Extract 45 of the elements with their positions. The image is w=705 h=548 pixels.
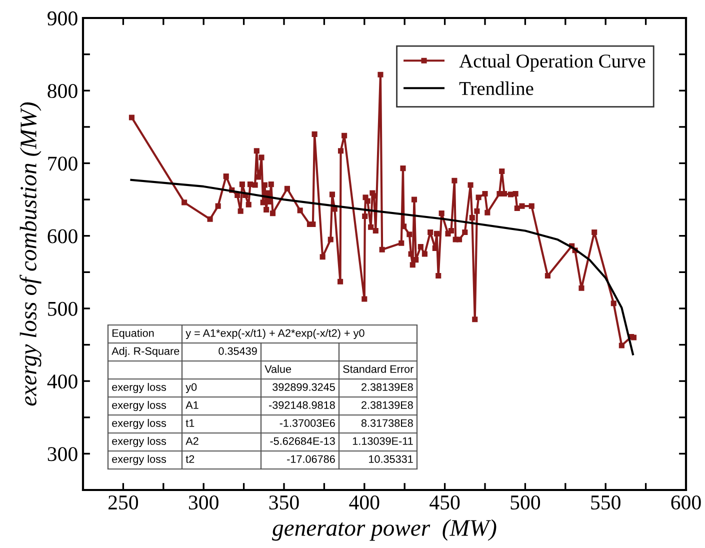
y-tick-label: 800 xyxy=(48,84,78,98)
annotation: y0 xyxy=(186,383,197,394)
annotation: A2 xyxy=(186,437,198,445)
annotation: 2.38139E8 xyxy=(362,401,413,409)
annotation: -392148.9818 xyxy=(269,401,335,409)
annotation: exergy loss xyxy=(112,418,166,430)
annotation: exergy loss xyxy=(112,436,166,448)
y-tick-label: 900 xyxy=(48,11,78,26)
annotation: t2 xyxy=(186,455,194,463)
x-tick-label: 400 xyxy=(349,495,380,510)
annotation: Standard Error xyxy=(343,364,414,373)
y-tick-label: 500 xyxy=(48,302,78,316)
y-axis-title: exergy loss of combustion (MW) xyxy=(20,102,42,406)
y-tick-label: 300 xyxy=(48,447,78,462)
annotation: -1.37003E6 xyxy=(280,419,335,427)
annotation: 10.35331 xyxy=(369,455,413,463)
annotation: 0.35439 xyxy=(218,347,257,355)
x-tick-label: 500 xyxy=(510,495,540,510)
x-axis-title: generator power (MW) xyxy=(272,519,496,541)
y-tick-label: 400 xyxy=(47,374,78,389)
x-tick-label: 550 xyxy=(591,495,620,510)
annotation: 1.13039E-11 xyxy=(352,437,413,445)
annotation: 8.31738E8 xyxy=(361,419,413,427)
annotation: A1 xyxy=(186,401,198,409)
annotation: Adj. R-Square xyxy=(112,346,180,358)
legend-label: Trendline xyxy=(459,81,534,96)
annotation: exergy loss xyxy=(112,454,166,466)
x-tick-label: 450 xyxy=(430,495,460,510)
x-tick-label: 350 xyxy=(269,495,299,510)
annotation: t1 xyxy=(186,419,194,427)
x-tick-label: 250 xyxy=(108,495,138,510)
legend-label: Actual Operation Curve xyxy=(459,54,646,72)
annotation: -5.62684E-13 xyxy=(270,437,335,445)
x-tick-label: 300 xyxy=(188,495,218,510)
annotation: 2.38139E8 xyxy=(362,383,413,391)
y-tick-label: 600 xyxy=(48,229,78,244)
annotation: -17.06786 xyxy=(287,455,335,463)
x-tick-label: 600 xyxy=(671,495,701,510)
annotation: 392899.3245 xyxy=(272,383,335,391)
annotation: Value xyxy=(264,364,292,373)
annotation: exergy loss xyxy=(112,400,166,412)
annotation: y = A1*exp(-x/t1) + A2*exp(-x/t2) + y0 xyxy=(186,328,364,340)
y-tick-label: 700 xyxy=(48,156,78,171)
annotation: exergy loss xyxy=(112,382,166,394)
annotation: Equation xyxy=(112,328,154,340)
